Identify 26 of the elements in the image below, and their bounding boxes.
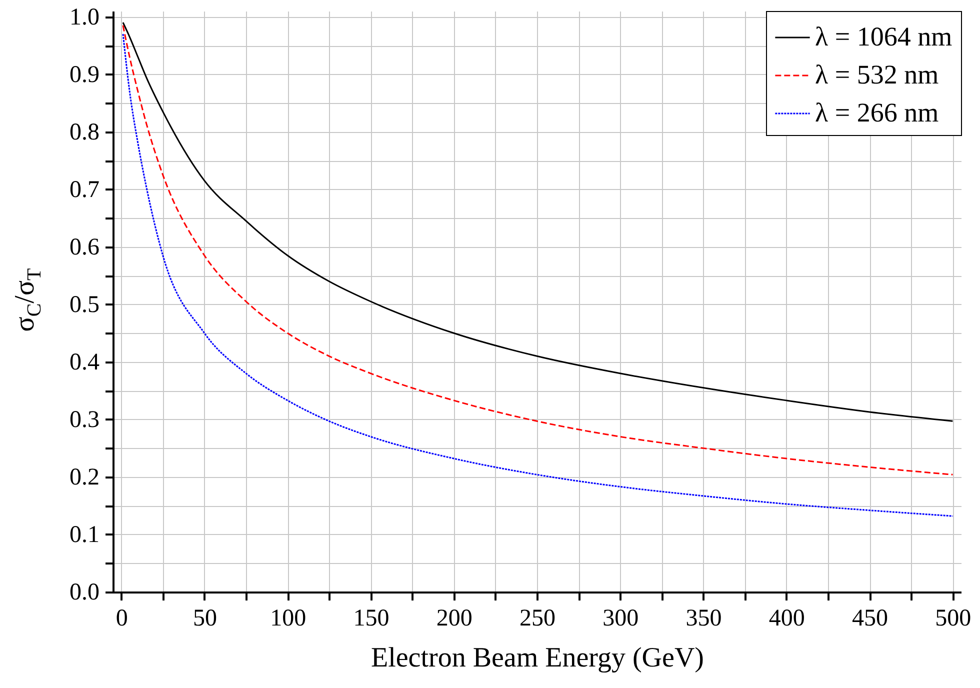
x-tick-label: 350 xyxy=(686,606,722,632)
y-tick-label: 0.0 xyxy=(70,580,100,606)
y-tick-label: 0.7 xyxy=(70,176,100,203)
y-tick-label: 0.2 xyxy=(70,464,100,490)
x-tick-label: 250 xyxy=(520,606,556,632)
x-tick-label: 400 xyxy=(768,606,805,632)
y-tick-label: 0.4 xyxy=(70,349,100,376)
x-tick-label: 200 xyxy=(436,606,472,632)
x-tick-label: 0 xyxy=(116,606,128,632)
legend-label: λ = 532 nm xyxy=(815,60,939,90)
x-tick-label: 450 xyxy=(852,606,888,632)
y-tick-label: 0.3 xyxy=(70,406,100,433)
y-tick-label: 1.0 xyxy=(70,4,100,30)
y-tick-label: 0.9 xyxy=(70,62,100,88)
x-tick-label: 100 xyxy=(270,606,306,632)
y-tick-label: 0.8 xyxy=(70,119,100,146)
x-tick-label: 300 xyxy=(602,606,639,632)
legend-label: λ = 266 nm xyxy=(815,98,939,128)
x-tick-label: 50 xyxy=(192,606,217,632)
x-tick-label: 500 xyxy=(935,606,972,632)
y-tick-label: 0.6 xyxy=(70,234,100,260)
x-axis-title: Electron Beam Energy (GeV) xyxy=(370,642,704,674)
y-tick-label: 0.5 xyxy=(70,292,100,318)
x-tick-label: 150 xyxy=(353,606,390,632)
y-tick-label: 0.1 xyxy=(70,522,100,548)
legend-label: λ = 1064 nm xyxy=(815,22,952,52)
